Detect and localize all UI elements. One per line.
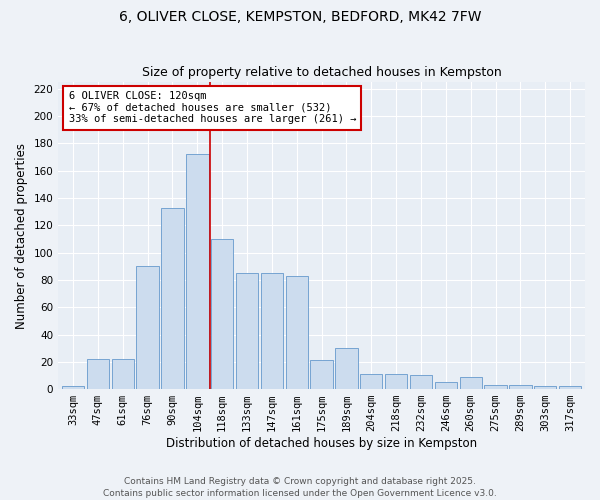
- Text: 6 OLIVER CLOSE: 120sqm
← 67% of detached houses are smaller (532)
33% of semi-de: 6 OLIVER CLOSE: 120sqm ← 67% of detached…: [69, 92, 356, 124]
- Bar: [410, 376, 432, 389]
- Bar: [161, 208, 184, 389]
- Bar: [236, 273, 258, 389]
- Text: 6, OLIVER CLOSE, KEMPSTON, BEDFORD, MK42 7FW: 6, OLIVER CLOSE, KEMPSTON, BEDFORD, MK42…: [119, 10, 481, 24]
- Bar: [460, 377, 482, 389]
- X-axis label: Distribution of detached houses by size in Kempston: Distribution of detached houses by size …: [166, 437, 477, 450]
- Bar: [434, 382, 457, 389]
- Bar: [385, 374, 407, 389]
- Title: Size of property relative to detached houses in Kempston: Size of property relative to detached ho…: [142, 66, 502, 80]
- Bar: [87, 359, 109, 389]
- Bar: [335, 348, 358, 389]
- Bar: [260, 273, 283, 389]
- Y-axis label: Number of detached properties: Number of detached properties: [15, 142, 28, 328]
- Bar: [286, 276, 308, 389]
- Bar: [211, 239, 233, 389]
- Bar: [509, 385, 532, 389]
- Bar: [360, 374, 382, 389]
- Bar: [136, 266, 159, 389]
- Bar: [112, 359, 134, 389]
- Bar: [534, 386, 556, 389]
- Bar: [62, 386, 84, 389]
- Bar: [310, 360, 333, 389]
- Bar: [484, 385, 507, 389]
- Text: Contains HM Land Registry data © Crown copyright and database right 2025.
Contai: Contains HM Land Registry data © Crown c…: [103, 476, 497, 498]
- Bar: [186, 154, 209, 389]
- Bar: [559, 386, 581, 389]
